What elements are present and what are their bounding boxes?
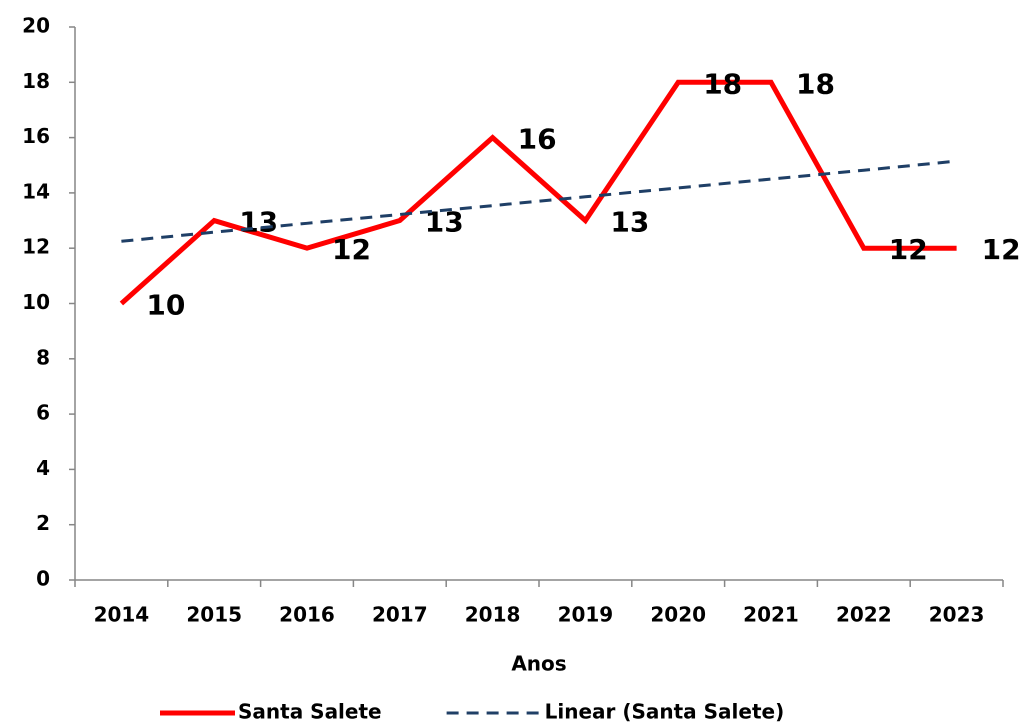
x-axis-title: Anos	[511, 652, 566, 676]
data-label: 16	[518, 123, 557, 156]
y-tick-label: 14	[22, 179, 50, 203]
y-tick-label: 10	[22, 290, 50, 314]
data-label: 18	[703, 67, 742, 100]
data-label: 18	[796, 67, 835, 100]
y-tick-label: 18	[22, 69, 50, 93]
x-tick-label: 2018	[465, 603, 521, 627]
data-label: 12	[332, 233, 371, 266]
data-label: 12	[889, 233, 928, 266]
data-label: 10	[146, 289, 185, 322]
x-tick-label: 2021	[743, 603, 799, 627]
data-line	[119, 79, 957, 306]
data-label: 13	[239, 206, 278, 239]
x-tick-label: 2017	[372, 603, 428, 627]
trend-line	[121, 159, 957, 243]
y-tick-label: 12	[22, 235, 50, 259]
y-tick-label: 0	[36, 567, 50, 591]
y-tick-label: 2	[36, 511, 50, 535]
data-label: 13	[610, 206, 649, 239]
x-tick-label: 2019	[558, 603, 614, 627]
y-tick-label: 16	[22, 124, 50, 148]
x-tick-label: 2014	[94, 603, 150, 627]
legend-label: Linear (Santa Salete)	[545, 700, 785, 724]
x-tick-label: 2015	[186, 603, 242, 627]
data-label: 12	[982, 233, 1021, 266]
y-tick-label: 4	[36, 456, 50, 480]
x-tick-label: 2020	[650, 603, 706, 627]
y-tick-label: 8	[36, 345, 50, 369]
legend-label: Santa Salete	[238, 700, 382, 724]
x-tick-label: 2016	[279, 603, 335, 627]
x-tick-label: 2022	[836, 603, 892, 627]
x-tick-label: 2023	[929, 603, 985, 627]
y-tick-label: 20	[22, 14, 50, 38]
y-tick-label: 6	[36, 401, 50, 425]
